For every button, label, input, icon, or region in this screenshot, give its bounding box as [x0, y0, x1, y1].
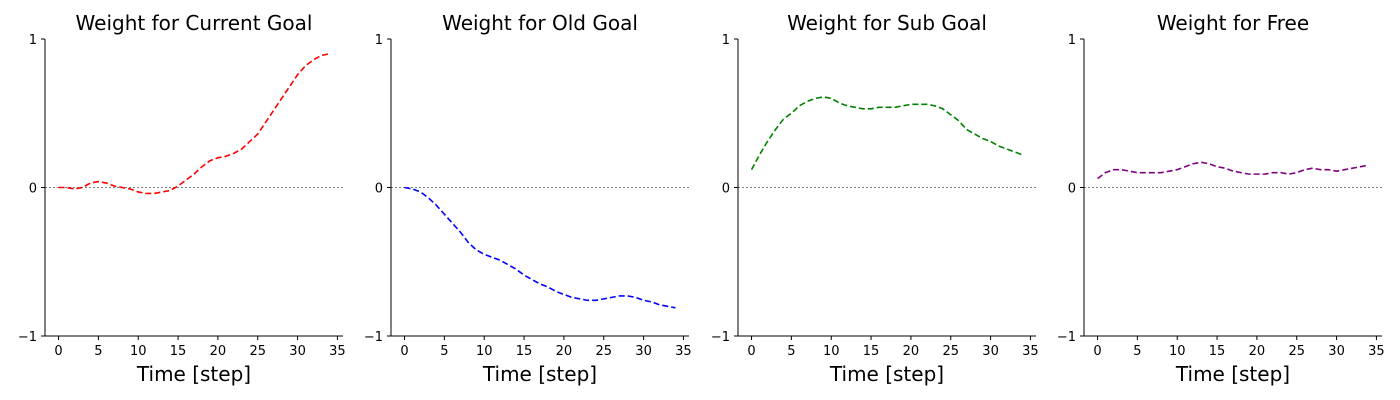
x-tick-label: 20 — [210, 344, 227, 359]
y-tick-label: 0 — [375, 182, 383, 197]
x-tick-label: 10 — [1169, 344, 1186, 359]
x-tick-label: 25 — [249, 344, 266, 359]
x-tick-label: 15 — [1209, 344, 1226, 359]
x-tick-label: 5 — [787, 344, 795, 359]
x-axis-label: Time [step] — [482, 362, 597, 386]
x-tick-label: 0 — [747, 344, 755, 359]
y-tick-label: −1 — [1057, 330, 1076, 345]
subplot-current-goal: Weight for Current Goal Time [step] 0 5 10… — [18, 11, 346, 386]
x-tick-label: 35 — [1022, 344, 1039, 359]
x-tick-label: 30 — [982, 344, 999, 359]
x-axis-label: Time [step] — [136, 362, 251, 386]
x-tick-label: 10 — [476, 344, 493, 359]
x-tick-label: 5 — [94, 344, 102, 359]
x-tick-label: 15 — [516, 344, 533, 359]
y-tick-label: 1 — [375, 33, 383, 48]
subplot-title: Weight for Old Goal — [442, 11, 638, 35]
subplot-old-goal: Weight for Old Goal Time [step] 0 5 10 15 20… — [364, 11, 692, 386]
y-tick-label: 1 — [29, 33, 37, 48]
weight-series-line — [750, 96, 1023, 171]
y-tick-label: 0 — [1068, 182, 1076, 197]
x-tick-label: 35 — [1368, 344, 1385, 359]
x-tick-label: 30 — [1328, 344, 1345, 359]
x-tick-label: 0 — [54, 344, 62, 359]
weight-series-line — [58, 53, 330, 195]
subplot-free: Weight for Free Time [step] 0 5 10 15 20 25 30… — [1057, 11, 1385, 386]
y-tick-label: −1 — [364, 330, 383, 345]
subplot-title: Weight for Sub Goal — [787, 11, 987, 35]
x-tick-label: 25 — [595, 344, 612, 359]
weight-series-line — [1097, 161, 1369, 180]
x-tick-label: 0 — [1093, 344, 1101, 359]
subplot-title: Weight for Current Goal — [76, 11, 313, 35]
y-tick-label: 1 — [1068, 33, 1076, 48]
subplot-sub-goal: Weight for Sub Goal Time [step] 0 5 10 15 20… — [711, 11, 1039, 386]
x-tick-label: 20 — [903, 344, 920, 359]
x-tick-label: 10 — [823, 344, 840, 359]
subplot-title: Weight for Free — [1157, 11, 1309, 35]
x-tick-label: 35 — [329, 344, 346, 359]
y-tick-label: 0 — [722, 182, 730, 197]
x-tick-label: 25 — [942, 344, 959, 359]
y-tick-label: 1 — [722, 33, 730, 48]
x-tick-label: 35 — [675, 344, 692, 359]
y-tick-label: −1 — [18, 330, 37, 345]
weight-series-line — [404, 186, 676, 309]
x-tick-label: 5 — [1133, 344, 1141, 359]
x-tick-label: 20 — [556, 344, 573, 359]
x-tick-label: 5 — [440, 344, 448, 359]
x-tick-label: 30 — [289, 344, 306, 359]
x-tick-label: 0 — [400, 344, 408, 359]
x-axis-label: Time [step] — [829, 362, 944, 386]
x-tick-label: 15 — [863, 344, 880, 359]
x-axis-label: Time [step] — [1175, 362, 1290, 386]
y-tick-label: −1 — [711, 330, 730, 345]
x-tick-label: 10 — [130, 344, 147, 359]
x-tick-label: 30 — [635, 344, 652, 359]
x-tick-label: 25 — [1288, 344, 1305, 359]
x-tick-label: 20 — [1249, 344, 1266, 359]
x-tick-label: 15 — [170, 344, 187, 359]
y-tick-label: 0 — [29, 182, 37, 197]
